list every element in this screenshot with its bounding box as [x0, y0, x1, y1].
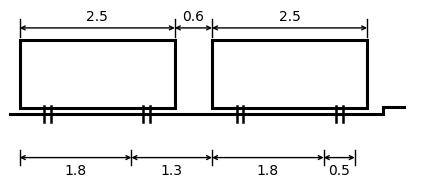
Bar: [212, 40, 367, 108]
Text: 1.8: 1.8: [257, 164, 279, 178]
Text: 1.8: 1.8: [64, 164, 87, 178]
Text: 2.5: 2.5: [86, 10, 108, 24]
Text: 0.6: 0.6: [182, 10, 205, 24]
Bar: [20, 40, 175, 108]
Text: 1.3: 1.3: [161, 164, 183, 178]
Text: 2.5: 2.5: [279, 10, 301, 24]
Text: 0.5: 0.5: [328, 164, 350, 178]
